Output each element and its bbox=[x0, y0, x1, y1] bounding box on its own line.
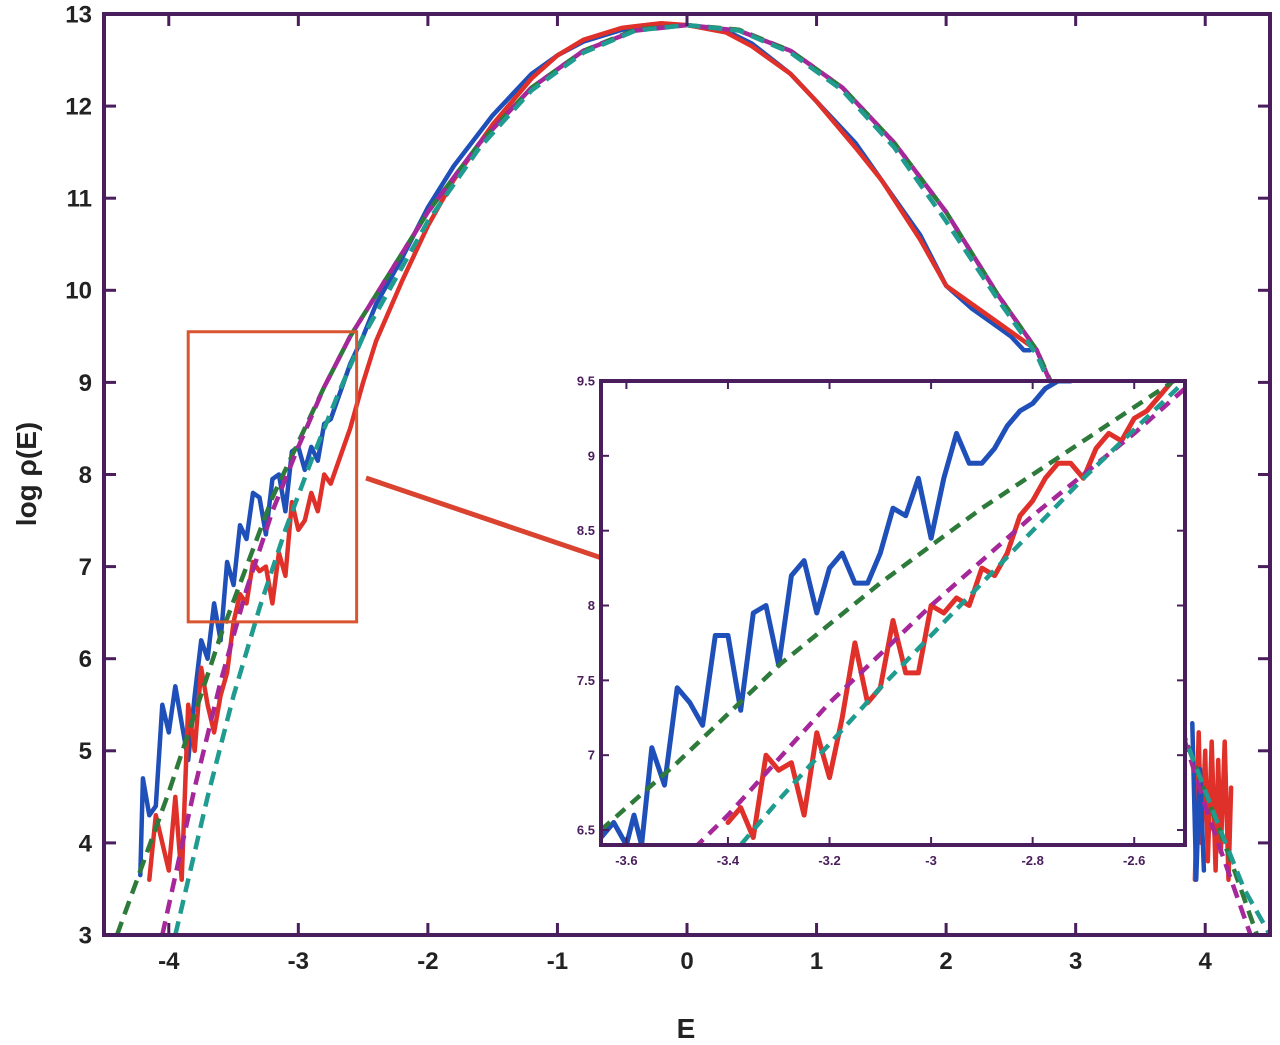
main-x-tick-label: 0 bbox=[680, 948, 693, 975]
main-series-magenta_dash-5 bbox=[160, 22, 1253, 935]
main-y-tick-label: 5 bbox=[79, 738, 92, 765]
inset-series-green_dash-2 bbox=[601, 381, 1178, 832]
main-y-tick-label: 11 bbox=[67, 186, 92, 213]
inset-x-tick-label: -3.4 bbox=[717, 853, 740, 868]
main-x-tick-label: 4 bbox=[1199, 948, 1213, 975]
inset-series-teal_dash-4 bbox=[737, 381, 1185, 845]
main-y-tick-label: 7 bbox=[79, 554, 92, 581]
inset-y-tick-label: 8.5 bbox=[577, 523, 595, 538]
inset-plot-frame bbox=[599, 379, 1187, 847]
inset-x-tick-label: -3.2 bbox=[818, 853, 840, 868]
main-y-axis: 3 4 5 6 7 8 9 10 11 12 13 bbox=[65, 1, 1270, 949]
inset-y-tick-label: 9 bbox=[588, 448, 595, 463]
inset-y-axis: 6.5 7 7.5 8 8.5 9 9.5 bbox=[577, 374, 1185, 838]
main-y-tick-label: 6 bbox=[79, 646, 92, 673]
main-y-tick-label: 4 bbox=[79, 830, 93, 857]
inset-x-tick-label: -3 bbox=[925, 853, 937, 868]
main-x-tick-label: 3 bbox=[1069, 948, 1082, 975]
inset-y-tick-label: 9.5 bbox=[577, 374, 595, 389]
main-series-blue-3 bbox=[1190, 720, 1207, 882]
main-x-axis-label: E bbox=[677, 1013, 696, 1044]
main-y-axis-label: log ρ(E) bbox=[11, 422, 42, 526]
inset-series-group bbox=[601, 381, 1185, 845]
inset-series-magenta_dash-3 bbox=[694, 386, 1185, 845]
inset-series-blue-0 bbox=[601, 381, 1076, 845]
inset-x-axis: -3.6 -3.4 -3.2 -3 -2.8 -2.6 bbox=[615, 381, 1145, 868]
main-series-red-1 bbox=[147, 20, 1040, 882]
inset-y-tick-label: 7 bbox=[588, 748, 595, 763]
main-x-tick-label: 2 bbox=[939, 948, 952, 975]
inset-background bbox=[601, 381, 1185, 845]
inset-x-tick-label: -2.8 bbox=[1021, 853, 1043, 868]
inset-series-red-1 bbox=[725, 381, 1178, 840]
main-x-tick-label: 1 bbox=[810, 948, 823, 975]
main-y-tick-label: 12 bbox=[65, 94, 92, 121]
main-x-tick-label: -3 bbox=[288, 948, 309, 975]
main-y-tick-label: 10 bbox=[65, 278, 92, 305]
main-x-tick-label: -2 bbox=[417, 948, 438, 975]
zoom-region-box bbox=[186, 330, 359, 624]
main-x-axis: -4 -3 -2 -1 0 1 2 3 4 bbox=[158, 14, 1213, 975]
main-y-tick-label: 8 bbox=[79, 462, 92, 489]
inset-y-tick-label: 8 bbox=[588, 598, 595, 613]
inset-y-tick-label: 6.5 bbox=[577, 823, 595, 838]
inset-x-tick-label: -3.6 bbox=[615, 853, 637, 868]
main-y-tick-label: 3 bbox=[79, 922, 92, 949]
inset-y-tick-label: 7.5 bbox=[577, 673, 595, 688]
inset-x-tick-label: -2.6 bbox=[1123, 853, 1145, 868]
main-y-tick-label: 9 bbox=[79, 370, 92, 397]
inset-plot: -3.6 -3.4 -3.2 -3 -2.8 -2.6 6.5 7 7.5 8 8.5 9 9.5 bbox=[577, 374, 1187, 868]
main-x-tick-label: -4 bbox=[158, 948, 180, 975]
main-x-tick-label: -1 bbox=[547, 948, 568, 975]
main-y-tick-label: 13 bbox=[65, 1, 92, 28]
